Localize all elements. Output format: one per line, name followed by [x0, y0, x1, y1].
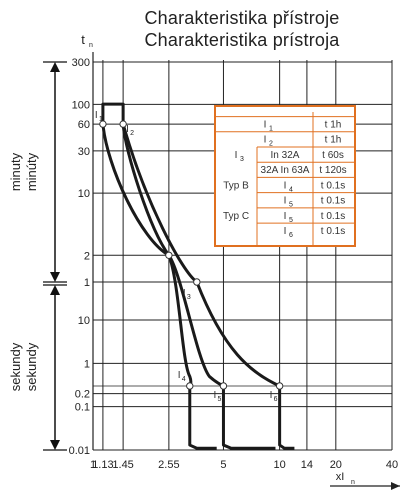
y-group-label-seconds: sekundy [24, 342, 39, 391]
x-tick-label: 1.45 [112, 459, 133, 471]
table-group-label: Typ C [223, 211, 249, 222]
y-tick-label: 0.1 [75, 402, 90, 414]
point-label: I [126, 124, 129, 135]
x-axis-arrowhead [391, 482, 400, 490]
point-label-sub: 3 [187, 294, 191, 301]
y-group-label-seconds: sekundy [8, 342, 23, 391]
table-current-value: I [264, 135, 267, 146]
y-tick-label: 60 [78, 119, 90, 131]
curve-marker-point [193, 278, 201, 286]
point-label-sub: 2 [130, 130, 134, 137]
table-time-value: t 0.1s [321, 226, 345, 237]
table-current-value: I [284, 196, 287, 207]
curve-marker-point [219, 382, 228, 390]
table-current-value: 32A In 63A [261, 165, 310, 176]
point-label-sub: 5 [217, 396, 221, 403]
x-tick-label: 1.13 [92, 459, 113, 471]
y-tick-label: 100 [72, 99, 90, 111]
table-time-value: t 1h [325, 135, 342, 146]
table-current-value: In 32A [271, 150, 300, 161]
table-current-sub: 5 [289, 217, 293, 224]
point-label-sub: 1 [99, 116, 103, 123]
table-group-sub: 3 [240, 156, 244, 163]
curve-marker-point [99, 120, 107, 128]
x-tick-label: 40 [386, 459, 398, 471]
point-label-sub: 4 [182, 376, 186, 383]
x-tick-label: 10 [274, 459, 286, 471]
y-tick-label: 10 [78, 188, 90, 200]
table-current-sub: 4 [289, 186, 293, 193]
y-axis-label-sub: n [89, 42, 93, 49]
table-current-value: I [264, 120, 267, 131]
table-time-value: t 0.1s [321, 180, 345, 191]
y-tick-label: 30 [78, 146, 90, 158]
y-tick-label: 1 [84, 277, 90, 289]
table-time-value: t 60s [322, 150, 344, 161]
x-axis-label-sub: n [351, 479, 355, 486]
table-current-sub: 2 [269, 141, 273, 148]
table-current-value: I [284, 180, 287, 191]
seconds-bracket-arrow-down [50, 440, 60, 450]
point-label: I [178, 370, 181, 381]
table-current-sub: 6 [289, 232, 293, 239]
y-group-label-minutes: minuty [8, 152, 23, 191]
x-tick-label: 20 [330, 459, 342, 471]
table-current-value: I [284, 211, 287, 222]
minutes-bracket-arrow-up [50, 62, 60, 72]
table-time-value: t 1h [325, 120, 342, 131]
y-tick-label: 0.01 [69, 445, 90, 457]
x-tick-label: 5 [220, 459, 226, 471]
table-current-value: I [284, 226, 287, 237]
table-time-value: t 0.1s [321, 211, 345, 222]
curve-marker-point [119, 120, 127, 128]
y-tick-label: 2 [84, 250, 90, 262]
table-current-sub: 1 [269, 126, 273, 133]
point-label-sub: 6 [274, 396, 278, 403]
curve-marker-point [186, 382, 194, 390]
seconds-bracket-arrow-up [50, 285, 60, 295]
table-group-label: I [235, 150, 238, 161]
x-tick-label: 14 [301, 459, 313, 471]
curve-marker-point [165, 251, 173, 259]
minutes-bracket-arrow-down [50, 272, 60, 282]
x-tick-label: 1 [90, 459, 96, 471]
curve-marker-point [275, 382, 284, 390]
y-group-label-minutes: minúty [24, 152, 39, 191]
point-label: I [95, 110, 98, 121]
x-tick-label: 2.55 [158, 459, 179, 471]
y-axis-label: t [81, 32, 85, 47]
y-tick-label: 1 [84, 358, 90, 370]
y-tick-label: 300 [72, 57, 90, 69]
y-tick-label: 10 [78, 315, 90, 327]
table-time-value: t 0.1s [321, 196, 345, 207]
table-group-label: Typ B [223, 180, 249, 191]
table-time-value: t 120s [319, 165, 346, 176]
point-label: I [183, 288, 186, 299]
table-current-sub: 5 [289, 202, 293, 209]
point-label: I [270, 390, 273, 401]
chart-subtitle: Charakteristika prístroja [144, 30, 340, 50]
chart-title: Charakteristika přístroje [144, 8, 340, 28]
y-tick-label: 0.2 [75, 389, 90, 401]
point-label: I [213, 390, 216, 401]
x-axis-label: xI [336, 471, 345, 483]
